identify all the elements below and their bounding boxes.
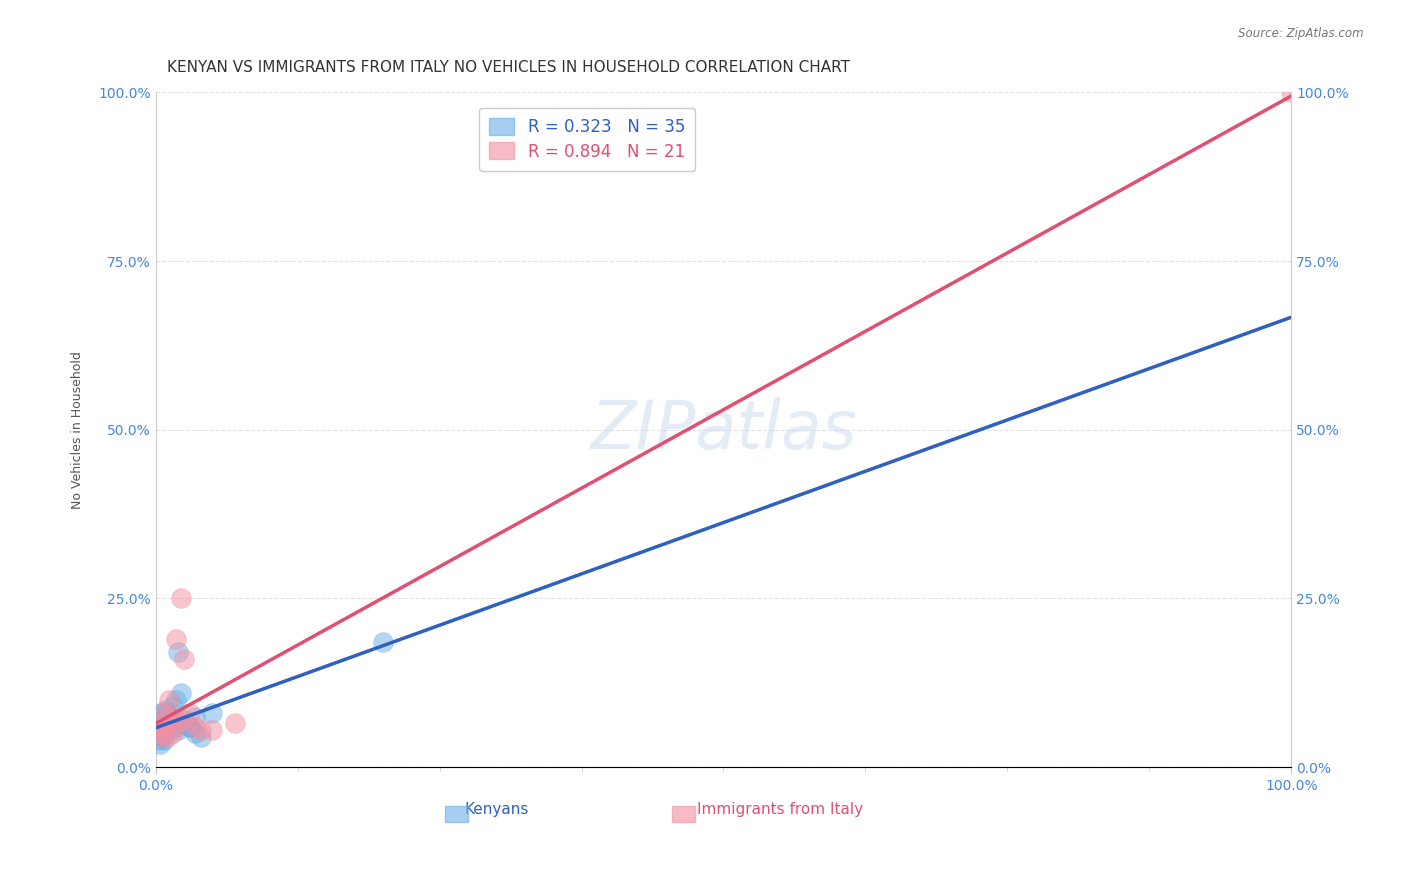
Point [201,706,224,721]
Bar [446,805,468,822]
Point [149,726,172,740]
Point [152,713,174,727]
Text: Kenyans: Kenyans [464,803,529,817]
Bar [672,805,695,822]
Point [152,706,174,721]
Point [155,720,177,734]
Point [167,645,190,659]
Point [149,737,172,751]
Point [152,730,174,744]
Point [162,699,184,714]
Point [153,716,176,731]
Point [173,713,195,727]
Point [190,723,212,737]
Point [152,723,174,737]
Point [162,713,184,727]
Point [153,720,176,734]
Y-axis label: No Vehicles in Household: No Vehicles in Household [72,351,84,508]
Point [157,709,180,723]
Point [165,632,187,646]
Point [156,709,179,723]
Point [162,713,184,727]
Point [152,730,174,744]
Point [165,720,187,734]
Text: Immigrants from Italy: Immigrants from Italy [697,803,863,817]
Point [190,730,212,744]
Point [162,726,184,740]
Point [148,733,170,747]
Point [152,733,174,747]
Point [224,716,246,731]
Point [173,652,195,666]
Legend: R = 0.323   N = 35, R = 0.894   N = 21: R = 0.323 N = 35, R = 0.894 N = 21 [479,108,695,170]
Point [184,709,207,723]
Point [153,726,176,740]
Point [169,686,191,700]
Point [153,703,176,717]
Point [179,720,201,734]
Text: ZIPatlas: ZIPatlas [591,397,856,463]
Point [152,706,174,721]
Point [167,723,190,737]
Point [165,692,187,706]
Point [201,723,224,737]
Point [169,591,191,606]
Point [150,723,173,737]
Point [149,720,172,734]
Point [184,720,207,734]
Point [148,726,170,740]
Text: KENYAN VS IMMIGRANTS FROM ITALY NO VEHICLES IN HOUSEHOLD CORRELATION CHART: KENYAN VS IMMIGRANTS FROM ITALY NO VEHIC… [167,60,851,75]
Point [184,726,207,740]
Point [169,716,191,731]
Point [179,720,201,734]
Point [157,713,180,727]
Point [156,709,179,723]
Text: Source: ZipAtlas.com: Source: ZipAtlas.com [1239,27,1364,40]
Point [1279,86,1302,100]
Point [157,692,180,706]
Point [156,706,179,721]
Point [179,706,201,721]
Point [167,716,190,731]
Point [150,720,173,734]
Point [371,635,394,649]
Point [173,713,195,727]
Point [150,730,173,744]
Point [156,730,179,744]
